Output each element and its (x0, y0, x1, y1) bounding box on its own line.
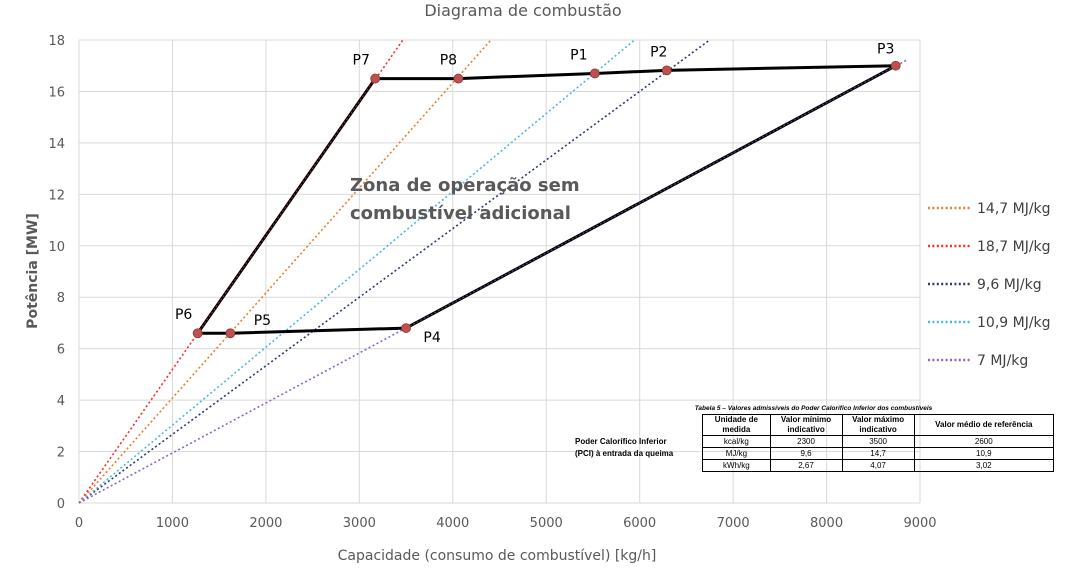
header-max: Valor máximo indicativo (841, 414, 915, 436)
table-cell: 3500 (841, 435, 915, 448)
x-tick-label: 5000 (530, 516, 563, 531)
point-label: P7 (353, 53, 370, 69)
y-tick-label: 6 (57, 343, 65, 358)
y-tick-label: 8 (57, 291, 65, 306)
table-cell: 9,6 (769, 447, 843, 460)
header-min: Valor mínimo indicativo (769, 414, 843, 436)
table-cell: 3,02 (913, 459, 1055, 472)
x-tick-label: 1000 (156, 516, 189, 531)
point-label: P6 (175, 307, 192, 323)
pci-reference-table: Tabela 5 – Valores admissíveis do Poder … (573, 404, 1055, 472)
point-marker (370, 73, 381, 84)
x-tick-labels: 0 1000 2000 3000 4000 5000 6000 7000 8000 9000 (75, 516, 937, 531)
x-tick-label: 3000 (343, 516, 376, 531)
header-unit: Unidade de medida (702, 414, 771, 436)
point-label: P8 (440, 53, 457, 69)
x-tick-label: 2000 (249, 516, 282, 531)
x-tick-label: 7000 (717, 516, 750, 531)
envelope-segment (665, 64, 898, 72)
point-label: P2 (650, 44, 667, 60)
y-tick-label: 16 (48, 85, 65, 100)
y-tick-label: 2 (57, 446, 65, 461)
table-cell: MJ/kg (702, 447, 771, 460)
operating-points: P1 P2 P3 P4 P5 P6 P7 P8 (175, 42, 901, 346)
point-label: P4 (423, 330, 440, 346)
table-cell: 2,67 (769, 459, 843, 472)
x-tick-label: 6000 (623, 516, 656, 531)
envelope-segment (228, 326, 408, 335)
table-caption: Tabela 5 – Valores admissíveis do Poder … (694, 405, 933, 412)
y-tick-label: 10 (48, 240, 65, 255)
chart-title: Diagrama de combustão (424, 1, 621, 20)
y-tick-label: 0 (57, 497, 65, 512)
legend-entry: 7 MJ/kg (977, 353, 1028, 369)
reference-line (78, 39, 636, 504)
reference-line (78, 39, 492, 504)
zone-annotation-line: combustível adicional (350, 203, 571, 224)
envelope-segment (456, 71, 597, 81)
row-label-line2: (PCI) à entrada da queima (575, 448, 674, 458)
table-cell: 4,07 (841, 459, 915, 472)
legend-entry: 10,9 MJ/kg (977, 315, 1051, 331)
y-tick-label: 14 (48, 137, 65, 152)
x-tick-label: 0 (75, 516, 83, 531)
y-axis-label: Potência [MW] (25, 213, 41, 329)
envelope-segment (196, 77, 377, 335)
y-tick-labels: 0 2 4 6 8 10 12 14 16 18 (48, 34, 65, 512)
point-marker (192, 328, 203, 339)
x-tick-label: 4000 (436, 516, 469, 531)
zone-annotation-line: Zona de operação sem (350, 175, 580, 196)
x-tick-label: 9000 (903, 516, 936, 531)
point-marker (453, 73, 464, 84)
row-label-line1: Poder Calorífico Inferior (575, 436, 667, 446)
header-avg: Valor médio de referência (913, 414, 1055, 436)
y-tick-label: 4 (57, 394, 65, 409)
y-tick-label: 12 (48, 188, 65, 203)
operation-envelope (196, 64, 898, 335)
legend-entry: 18,7 MJ/kg (977, 239, 1051, 255)
envelope-overlay (405, 65, 896, 329)
point-label: P5 (254, 313, 271, 329)
x-axis-label: Capacidade (consumo de combustível) [kg/… (338, 548, 657, 564)
point-marker (401, 323, 411, 333)
table-cell: 14,7 (841, 447, 915, 460)
legend: 14,7 MJ/kg 18,7 MJ/kg 9,6 MJ/kg 10,9 MJ/kg 7… (928, 201, 1051, 369)
table-cell: 10,9 (913, 447, 1055, 460)
grid-lines (78, 39, 921, 504)
point-marker (661, 65, 672, 76)
point-marker (225, 328, 236, 339)
y-tick-label: 18 (48, 34, 65, 49)
legend-entry: 9,6 MJ/kg (977, 277, 1042, 293)
point-marker (890, 60, 901, 71)
point-label: P3 (877, 42, 894, 58)
table-cell: 2300 (769, 435, 843, 448)
table-cell: 2600 (913, 435, 1055, 448)
point-marker (589, 68, 600, 79)
zone-annotation: Zona de operação sem combustível adiciona… (350, 175, 580, 224)
x-tick-label: 8000 (810, 516, 843, 531)
point-label: P1 (570, 47, 587, 63)
legend-entry: 14,7 MJ/kg (977, 201, 1051, 217)
table-cell: kcal/kg (702, 435, 771, 448)
table-cell: kWh/kg (702, 459, 771, 472)
envelope-segment (593, 68, 669, 75)
